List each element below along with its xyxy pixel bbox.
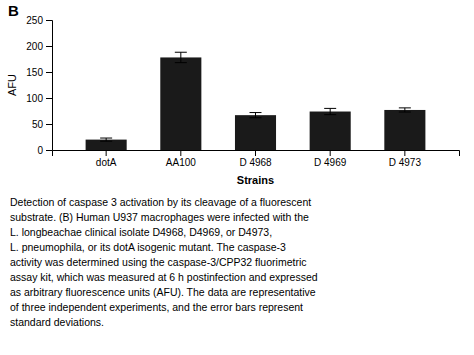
x-tick: D 4969 [314,150,347,168]
error-cap [324,114,336,115]
marks [86,52,426,150]
bar [235,115,276,150]
panel-label: B [8,2,19,19]
caption-line: substrate. (B) Human U937 macrophages we… [10,211,309,223]
x-tick-mark [404,150,405,156]
x-tick-mark [106,150,107,156]
x-tick: AA100 [166,150,196,168]
y-tick: 50 [32,119,52,130]
y-tick-mark [46,98,52,99]
error-cap [399,107,411,108]
y-tick-label: 200 [26,41,43,52]
caption-line: standard deviations. [10,316,104,328]
error-cap [250,117,262,118]
y-tick: 100 [26,93,52,104]
x-tick: D 4968 [239,150,272,168]
y-axis-line [46,21,53,151]
caption-line: of three independent experiments, and th… [10,301,303,313]
x-axis: dotA AA100 D 4968 D 4969 D 4973 [53,150,460,168]
x-tick-label: AA100 [166,157,196,168]
error-cap [250,112,262,113]
caption-line: L. longbeachae clinical isolate D4968, D… [10,226,272,238]
error-cap [175,52,187,53]
x-tick: D 4973 [389,150,422,168]
caption-line: assay kit, which was measured at 6 h pos… [10,271,318,283]
y-tick: 200 [26,41,52,52]
y-axis: 0 50 100 150 200 250 [26,15,52,156]
error-cap [324,108,336,109]
y-tick-label: 100 [26,93,43,104]
x-tick-mark [255,150,256,156]
x-tick-mark [330,150,331,156]
caption: Detection of caspase 3 activation by its… [10,196,318,328]
x-tick-label: dotA [96,157,117,168]
error-bar [100,138,112,141]
y-tick-label: 50 [32,119,44,130]
caption-line: L. pneumophila, or its dotA isogenic mut… [10,241,286,253]
caption-line: activity was determined using the caspas… [10,256,306,268]
error-cap [175,62,187,63]
x-tick-label: D 4968 [239,157,272,168]
x-tick-mark [180,150,181,156]
x-tick-label: D 4973 [389,157,422,168]
y-tick-mark [46,46,52,47]
error-bar [250,113,262,118]
error-bar [324,108,336,114]
y-tick-mark [46,124,52,125]
x-axis-title: Strains [237,174,274,186]
bar [86,140,127,150]
chart: 0 50 100 150 200 250 dotA AA100 D 4968 D 4969 D 49… [0,0,474,355]
error-cap [100,138,112,139]
x-axis-line [53,151,460,157]
error-line [180,52,181,62]
x-tick: dotA [96,150,117,168]
caption-line: Detection of caspase 3 activation by its… [10,196,311,208]
error-bar [175,52,187,62]
y-tick-mark [46,72,52,73]
error-cap [100,141,112,142]
plot: 0 50 100 150 200 250 dotA AA100 D 4968 D 4969 D 49… [26,15,459,168]
y-tick-label: 250 [26,15,43,26]
y-tick-mark [46,150,52,151]
bar [384,110,425,150]
bar [160,57,201,150]
y-tick-mark [46,20,52,21]
y-tick: 0 [37,145,52,156]
y-tick: 250 [26,15,52,26]
error-line [330,108,331,114]
bar [310,112,351,150]
error-line [404,108,405,112]
caption-line: as arbitrary fluorescence units (AFU). T… [10,286,316,298]
error-line [255,113,256,118]
x-tick-label: D 4969 [314,157,347,168]
error-bar [399,108,411,112]
error-cap [399,112,411,113]
y-tick: 150 [26,67,52,78]
y-tick-label: 0 [37,145,43,156]
y-tick-label: 150 [26,67,43,78]
y-axis-title: AFU [6,74,18,96]
